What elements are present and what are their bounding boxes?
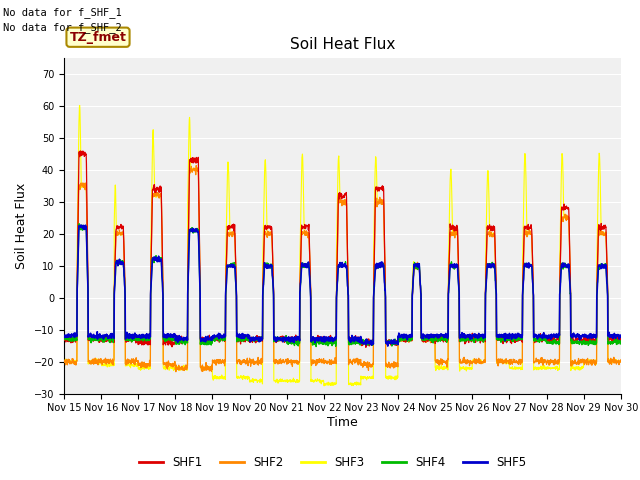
SHF4 [568,339,575,345]
SHF1 [584,336,591,342]
SHF2 [60,357,68,363]
SHF2 [172,369,180,374]
SHF5 [568,333,575,339]
SHF3 [320,383,328,389]
SHF3 [568,365,575,371]
SHF5 [77,222,84,228]
SHF2 [568,363,575,369]
Title: Soil Heat Flux: Soil Heat Flux [290,37,395,52]
SHF2 [584,359,591,365]
SHF4 [371,271,379,276]
SHF4 [216,336,223,341]
SHF3 [60,359,68,365]
SHF3 [76,103,84,108]
SHF3 [359,376,367,382]
SHF1 [504,336,512,341]
SHF2 [617,357,625,363]
SHF5 [384,343,392,349]
SHF5 [504,334,512,340]
Text: TZ_fmet: TZ_fmet [70,31,127,44]
SHF2 [193,163,200,168]
SHF1 [60,334,68,339]
SHF4 [359,336,367,342]
SHF5 [60,334,68,339]
SHF3 [584,359,591,364]
SHF3 [216,376,223,382]
SHF1 [371,218,379,224]
SHF2 [359,364,367,370]
Line: SHF4: SHF4 [64,224,621,347]
SHF4 [504,335,512,341]
SHF2 [371,228,379,234]
SHF5 [371,277,378,283]
SHF5 [358,339,366,345]
SHF1 [568,334,575,340]
Text: No data for f_SHF_1: No data for f_SHF_1 [3,7,122,18]
SHF3 [371,179,379,184]
SHF1 [362,345,370,350]
SHF4 [617,341,625,347]
SHF1 [617,338,625,344]
SHF4 [60,336,68,341]
SHF2 [216,357,223,362]
SHF3 [617,359,625,365]
SHF4 [76,221,83,227]
SHF1 [358,341,366,347]
SHF5 [617,334,625,339]
Text: No data for f_SHF_2: No data for f_SHF_2 [3,22,122,33]
SHF2 [504,358,512,363]
Legend: SHF1, SHF2, SHF3, SHF4, SHF5: SHF1, SHF2, SHF3, SHF4, SHF5 [134,452,531,474]
SHF3 [504,359,512,365]
SHF4 [584,340,591,346]
SHF4 [312,344,320,349]
Line: SHF5: SHF5 [64,225,621,346]
SHF5 [584,333,591,338]
Y-axis label: Soil Heat Flux: Soil Heat Flux [15,182,28,269]
SHF1 [216,339,223,345]
Line: SHF1: SHF1 [64,151,621,348]
SHF1 [76,148,84,154]
Line: SHF3: SHF3 [64,106,621,386]
Line: SHF2: SHF2 [64,166,621,372]
X-axis label: Time: Time [327,416,358,429]
SHF5 [216,333,223,338]
